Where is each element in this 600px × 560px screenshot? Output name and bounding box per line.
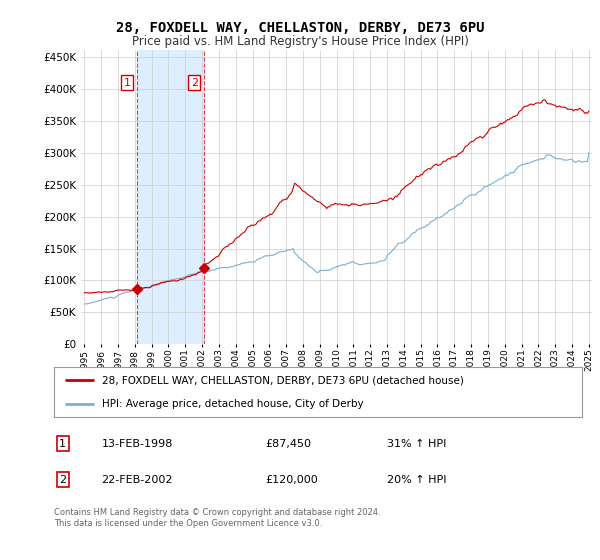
- Text: 1: 1: [59, 438, 66, 449]
- Text: 20% ↑ HPI: 20% ↑ HPI: [386, 475, 446, 485]
- Text: £87,450: £87,450: [265, 438, 311, 449]
- Text: £120,000: £120,000: [265, 475, 318, 485]
- Text: 28, FOXDELL WAY, CHELLASTON, DERBY, DE73 6PU: 28, FOXDELL WAY, CHELLASTON, DERBY, DE73…: [116, 21, 484, 35]
- Text: 2: 2: [59, 475, 67, 485]
- Bar: [137, 50, 204, 344]
- Text: 22-FEB-2002: 22-FEB-2002: [101, 475, 173, 485]
- Text: 31% ↑ HPI: 31% ↑ HPI: [386, 438, 446, 449]
- Text: 28, FOXDELL WAY, CHELLASTON, DERBY, DE73 6PU (detached house): 28, FOXDELL WAY, CHELLASTON, DERBY, DE73…: [101, 375, 463, 385]
- Text: 2: 2: [191, 77, 198, 87]
- Text: Contains HM Land Registry data © Crown copyright and database right 2024.
This d: Contains HM Land Registry data © Crown c…: [54, 508, 380, 528]
- Text: 13-FEB-1998: 13-FEB-1998: [101, 438, 173, 449]
- Text: Price paid vs. HM Land Registry's House Price Index (HPI): Price paid vs. HM Land Registry's House …: [131, 35, 469, 48]
- Text: HPI: Average price, detached house, City of Derby: HPI: Average price, detached house, City…: [101, 399, 363, 409]
- Text: 1: 1: [124, 77, 130, 87]
